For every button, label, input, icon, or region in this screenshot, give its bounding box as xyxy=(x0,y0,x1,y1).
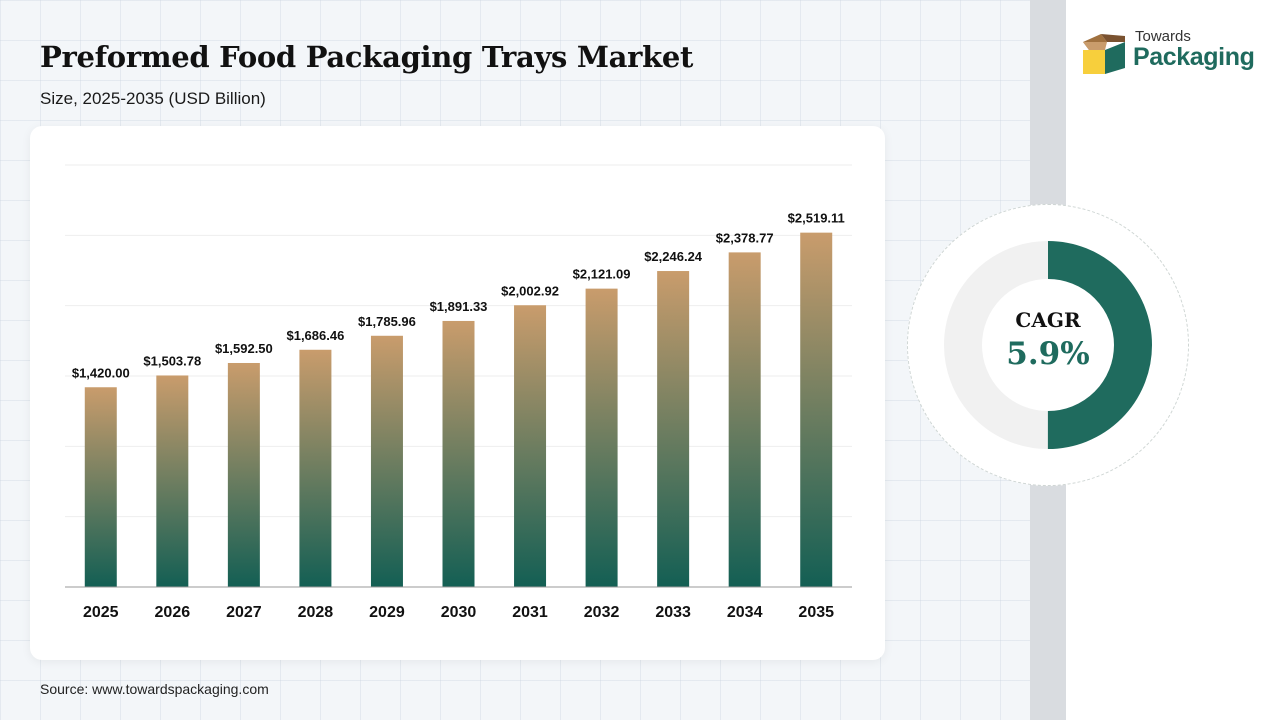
bar-chart: $1,420.00 $1,503.78 $1,592.50 $1,686.46 $1,7… xyxy=(65,164,852,621)
cagr-label: CAGR xyxy=(1015,308,1081,332)
data-label-2029: $1,785.96 xyxy=(358,314,416,329)
bar-2028 xyxy=(299,349,332,587)
x-tick-2035: 2035 xyxy=(798,604,834,621)
data-labels: $1,420.00 $1,503.78 $1,592.50 $1,686.46 $1,7… xyxy=(72,211,845,381)
data-label-2035: $2,519.11 xyxy=(788,211,845,226)
source-note: Source: www.towardspackaging.com xyxy=(40,681,269,697)
bar-2029 xyxy=(370,335,403,587)
bar-2025 xyxy=(84,387,117,587)
x-tick-2034: 2034 xyxy=(727,604,763,621)
bar-2030 xyxy=(442,320,475,587)
logo-packaging-text: Packaging xyxy=(1133,43,1255,71)
chart-card: $1,420.00 $1,503.78 $1,592.50 $1,686.46 $1,7… xyxy=(30,126,885,660)
x-tick-2032: 2032 xyxy=(584,604,620,621)
x-tick-2031: 2031 xyxy=(512,604,548,621)
x-tick-2027: 2027 xyxy=(226,604,262,621)
data-label-2025: $1,420.00 xyxy=(72,365,130,380)
cagr-widget: CAGR 5.9% xyxy=(907,204,1189,486)
x-tick-2033: 2033 xyxy=(655,604,691,621)
bar-2035 xyxy=(800,232,833,587)
cagr-donut xyxy=(944,241,1152,449)
data-label-2034: $2,378.77 xyxy=(716,230,774,245)
x-tick-2029: 2029 xyxy=(369,604,405,621)
data-label-2031: $2,002.92 xyxy=(501,283,559,298)
data-label-2032: $2,121.09 xyxy=(573,267,631,282)
data-label-2030: $1,891.33 xyxy=(430,299,488,314)
box-icon xyxy=(1083,34,1125,74)
bar-2027 xyxy=(227,362,260,587)
bar-2031 xyxy=(514,305,547,587)
bar-2034 xyxy=(728,252,761,587)
data-label-2033: $2,246.24 xyxy=(644,249,703,264)
cagr-progress-arc xyxy=(944,241,1152,449)
data-label-2028: $1,686.46 xyxy=(286,328,344,343)
chart-title: Preformed Food Packaging Trays Market xyxy=(40,40,694,74)
brand-logo: Towards Packaging xyxy=(1080,28,1260,80)
logo-towards-text: Towards xyxy=(1135,28,1191,45)
chart-subtitle: Size, 2025-2035 (USD Billion) xyxy=(40,89,266,108)
bars xyxy=(84,232,833,587)
x-tick-2030: 2030 xyxy=(441,604,477,621)
cagr-value: 5.9% xyxy=(1006,336,1090,372)
bar-2033 xyxy=(657,271,690,587)
data-label-2026: $1,503.78 xyxy=(143,353,201,368)
data-label-2027: $1,592.50 xyxy=(215,341,273,356)
x-tick-labels: 2025 2026 2027 2028 2029 2030 2031 2032 2033 2034… xyxy=(83,604,834,621)
x-tick-2025: 2025 xyxy=(83,604,119,621)
x-tick-2028: 2028 xyxy=(298,604,334,621)
x-tick-2026: 2026 xyxy=(155,604,191,621)
bar-2032 xyxy=(585,288,618,587)
bar-2026 xyxy=(156,375,189,587)
